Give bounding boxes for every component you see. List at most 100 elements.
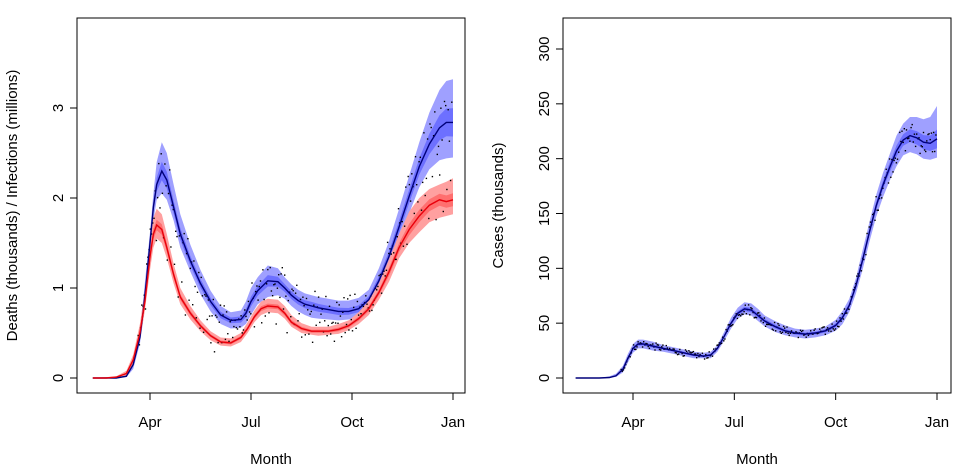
right-observation-point [822,326,824,328]
left-observation-point [405,186,407,188]
left-observation-point [377,285,379,288]
right-observation-point [902,141,904,144]
left-y-axis-label: Deaths (thousands) / Infections (million… [4,70,21,342]
left-observation-point [177,296,179,298]
right-observation-point [885,168,887,170]
right-observation-point [750,307,752,309]
right-observation-point [727,324,729,326]
left-observation-point [372,304,374,306]
left-observation-point [437,145,440,148]
right-observation-point [729,325,732,327]
left-observation-point [393,252,395,254]
left-observation-point [439,174,441,176]
left-observation-point [156,196,159,199]
left-observation-point [355,327,357,329]
right-observation-point [643,341,645,343]
right-observation-point [703,358,706,360]
right-x-tick-label: Jul [725,414,744,431]
right-x-axis: Apr Jul Oct Jan [621,392,949,431]
right-observation-point [805,336,807,338]
left-observation-point [159,207,161,209]
right-y-tick-label: 50 [536,315,553,332]
left-observation-point [189,267,191,270]
left-observation-point [428,217,430,220]
left-observation-point [365,295,367,297]
left-observation-point [402,245,405,247]
right-observation-point [919,152,921,155]
left-observation-point [275,323,277,325]
left-observation-point [422,181,424,184]
left-observation-point [344,331,346,334]
right-observation-point [907,137,909,140]
left-observation-point [241,332,243,334]
right-observation-point [724,338,726,340]
right-observation-point [743,310,745,313]
left-observation-point [325,295,327,298]
right-observation-point [928,133,930,135]
left-observation-point [330,333,332,335]
left-observation-point [434,111,436,113]
left-observation-point [334,322,337,324]
left-observation-point [198,271,200,274]
left-observation-point [319,321,321,324]
left-x-tick-label: Oct [340,414,364,431]
left-observation-point [161,192,164,194]
left-observation-point [153,217,155,219]
right-observation-point [877,209,879,211]
left-observation-point [342,311,344,313]
right-observation-point [837,325,839,327]
left-observation-point [141,304,143,306]
right-cases-thousands-outer-band [575,106,937,378]
left-observation-point [314,290,316,293]
right-cases-thousands-line [575,134,938,379]
left-observation-point [388,252,390,255]
right-observation-point [878,197,881,200]
right-observation-point [824,333,826,335]
right-observation-point [899,131,901,134]
right-observation-point [641,346,644,348]
right-observation-point [635,348,637,351]
left-observation-point [267,268,269,271]
right-observation-point [812,333,814,335]
left-observation-point [149,228,151,230]
left-observation-point [336,301,338,304]
right-observation-point [803,334,805,336]
right-observation-point [910,126,912,129]
left-observation-point [356,300,359,303]
left-observation-point [276,287,279,289]
right-observation-point [735,313,737,315]
left-observation-point [350,318,352,321]
left-observation-point [233,325,235,328]
left-observation-point [158,162,160,165]
left-observation-point [362,305,365,308]
right-observation-point [813,329,815,331]
left-observation-point [298,313,300,315]
right-observation-point [929,138,931,141]
right-observation-point [868,226,870,228]
left-x-axis-label: Month [250,451,292,468]
left-observation-point [183,232,185,235]
right-observation-point [799,329,802,331]
left-observation-point [409,200,412,202]
right-observation-point [744,304,746,306]
left-observation-point [332,321,334,324]
left-observation-point [259,280,262,282]
left-observation-point [235,326,237,329]
left-observation-point [205,295,207,297]
left-observation-point [253,326,256,328]
left-observation-point [256,285,258,287]
left-observation-point [360,313,362,315]
left-observation-point [331,322,333,324]
right-observation-point [758,312,760,314]
right-observation-point [848,308,850,310]
right-observation-point [752,311,754,314]
right-panel: Apr Jul Oct Jan 0 50 100 150 200 250 300 Month Ca… [490,17,952,468]
right-observation-point [894,157,896,159]
left-observation-point [216,316,218,318]
left-observation-point [340,336,343,338]
right-observation-point [859,264,861,266]
right-observation-point [754,316,757,318]
right-x-tick-label: Apr [621,414,644,431]
left-observation-point [146,263,148,265]
